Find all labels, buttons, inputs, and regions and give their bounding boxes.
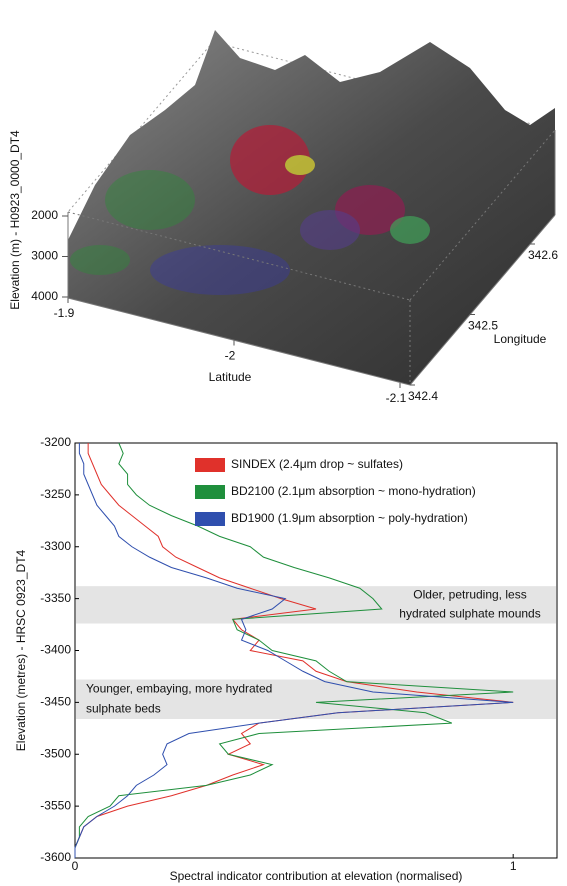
y-tick-label: -3550 [40, 798, 71, 812]
terrain-features [70, 125, 430, 295]
z-tick-label: 4000 [31, 289, 58, 303]
legend-label: SINDEX (2.4μm drop ~ sulfates) [231, 457, 403, 471]
legend-swatch [195, 485, 225, 499]
y-tick-label: -3500 [40, 746, 71, 760]
y-tick-label: -3200 [40, 435, 71, 449]
x-tick-label: -2 [225, 349, 236, 363]
z-tick-label: 3000 [31, 249, 58, 263]
z-tick-label: 2000 [31, 208, 58, 222]
legend-label: BD2100 (2.1μm absorption ~ mono-hydratio… [231, 484, 476, 498]
plot-frame [74, 442, 558, 859]
x-tick-label: 0 [72, 859, 79, 873]
y-tick-label: -3400 [40, 643, 71, 657]
band [76, 586, 556, 624]
terrain [68, 30, 555, 385]
legend-swatch [195, 458, 225, 472]
y-tick-label: -3450 [40, 695, 71, 709]
x-tick-label: -1.9 [54, 306, 75, 320]
box-front [67, 129, 556, 386]
series-line [74, 442, 514, 858]
series-line [74, 443, 514, 858]
y-tick-label: -3250 [40, 487, 71, 501]
band-label: Older, petruding, less [413, 588, 526, 602]
x-axis-label: Latitude [209, 370, 252, 384]
series-line [74, 443, 514, 858]
band-label: sulphate beds [86, 701, 161, 715]
legend-label: BD1900 (1.9μm absorption ~ poly-hydratio… [231, 511, 468, 525]
x-axis-label: Spectral indicator contribution at eleva… [170, 869, 463, 883]
y-tick-label: 342.4 [408, 389, 438, 403]
y-tick-label: -3600 [40, 850, 71, 864]
x-tick-label: 1 [510, 859, 517, 873]
y-tick-label: -3350 [40, 591, 71, 605]
y-axis-label: Elevation (metres) - HRSC 0923_DT4 [14, 549, 28, 751]
band-label: Younger, embaying, more hydrated [86, 682, 272, 696]
y-tick-label: 342.5 [468, 319, 498, 333]
y-axis-label: Longitude [494, 332, 547, 346]
x-tick-label: -2.1 [386, 391, 407, 405]
z-axis-label: Elevation (m) - H0923_0000_DT4 [8, 130, 22, 310]
legend-swatch [195, 512, 225, 526]
band-label: hydrated sulphate mounds [399, 606, 540, 620]
y-tick-label: -3300 [40, 539, 71, 553]
y-tick-label: 342.6 [528, 248, 558, 262]
